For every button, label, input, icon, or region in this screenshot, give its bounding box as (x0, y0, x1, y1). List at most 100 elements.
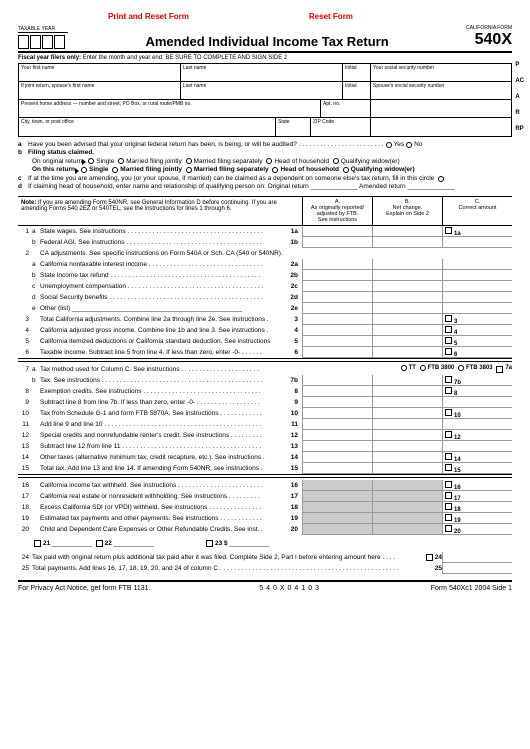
amount-field[interactable] (442, 303, 512, 314)
amount-field[interactable]: 16 (442, 480, 512, 491)
reset-link[interactable]: Reset Form (309, 12, 353, 21)
checkbox-icon[interactable] (445, 326, 452, 333)
amount-field[interactable] (302, 325, 372, 336)
yes-radio[interactable] (386, 142, 392, 148)
amount-field[interactable] (372, 419, 442, 430)
filing-status-radio[interactable] (186, 158, 192, 164)
amount-field[interactable] (302, 463, 372, 474)
zip-field[interactable]: ZIP Code (311, 118, 371, 136)
amount-field[interactable]: 4 (442, 325, 512, 336)
amount-field[interactable] (302, 430, 372, 441)
checkbox-icon[interactable] (445, 525, 452, 532)
amount-field[interactable] (302, 408, 372, 419)
amount-field[interactable]: 10 (442, 408, 512, 419)
checkbox-icon[interactable] (445, 503, 452, 510)
checkbox-icon[interactable] (445, 227, 452, 234)
amount-field[interactable] (372, 270, 442, 281)
amount-field[interactable] (302, 375, 372, 386)
amount-field[interactable] (302, 452, 372, 463)
amount-field[interactable] (302, 386, 372, 397)
spouse-initial-field[interactable]: Initial (343, 82, 371, 99)
checkbox-icon[interactable] (445, 431, 452, 438)
year-digit[interactable] (42, 35, 53, 49)
filing-status-radio[interactable] (266, 158, 272, 164)
amount-field[interactable]: 6 (442, 347, 512, 358)
amount-field[interactable] (442, 397, 512, 408)
filing-status-radio[interactable] (88, 158, 94, 164)
amount-field[interactable] (302, 347, 372, 358)
filing-status-radio[interactable] (272, 167, 278, 173)
amount-field[interactable] (302, 397, 372, 408)
ssn-field[interactable]: Your social security number (371, 64, 511, 81)
spouse-first-name-field[interactable]: If joint return, spouse's first name (19, 82, 181, 99)
filing-status-radio[interactable] (118, 158, 124, 164)
amount-field[interactable] (442, 419, 512, 430)
amount-field[interactable] (372, 375, 442, 386)
amount-field[interactable] (372, 441, 442, 452)
checkbox-icon[interactable] (445, 337, 452, 344)
amount-field[interactable]: 1a (442, 226, 512, 237)
amount-field[interactable] (372, 314, 442, 325)
no-radio[interactable] (406, 142, 412, 148)
year-digit[interactable] (18, 35, 29, 49)
city-field[interactable]: City, town, or post office (19, 118, 276, 136)
amount-field[interactable] (302, 441, 372, 452)
amount-field[interactable] (302, 314, 372, 325)
amount-field[interactable] (302, 292, 372, 303)
amount-field[interactable] (302, 336, 372, 347)
filing-status-radio[interactable] (333, 158, 339, 164)
checkbox-icon[interactable] (445, 492, 452, 499)
amount-field[interactable] (442, 563, 512, 574)
filing-status-radio[interactable] (343, 167, 349, 173)
last-name-field[interactable]: Last name (181, 64, 343, 81)
initial-field[interactable]: Initial (343, 64, 371, 81)
checkbox-icon[interactable] (426, 554, 433, 561)
checkbox-icon[interactable] (445, 453, 452, 460)
amount-field[interactable] (372, 336, 442, 347)
checkbox-icon[interactable] (445, 315, 452, 322)
amount-field[interactable] (372, 386, 442, 397)
box-22[interactable] (96, 540, 103, 547)
checkbox-icon[interactable] (445, 514, 452, 521)
checkbox-icon[interactable] (445, 409, 452, 416)
amount-field[interactable] (372, 325, 442, 336)
apt-field[interactable]: Apt. no. (321, 100, 371, 117)
checkbox-icon[interactable] (445, 481, 452, 488)
amount-field[interactable]: 14 (442, 452, 512, 463)
amount-field[interactable] (372, 397, 442, 408)
amount-field[interactable]: 18 (442, 502, 512, 513)
amount-field[interactable] (372, 408, 442, 419)
filing-status-radio[interactable] (186, 167, 192, 173)
checkbox-icon[interactable] (445, 387, 452, 394)
amount-field[interactable] (442, 441, 512, 452)
amount-field[interactable] (442, 270, 512, 281)
amount-field[interactable] (372, 452, 442, 463)
amount-field[interactable]: 12 (442, 430, 512, 441)
state-field[interactable]: State (276, 118, 311, 136)
amount-field[interactable]: 7b (442, 375, 512, 386)
ftb3803-radio[interactable] (458, 365, 464, 371)
checkbox-icon[interactable] (445, 348, 452, 355)
year-digit[interactable] (30, 35, 41, 49)
amount-field[interactable]: 3 (442, 314, 512, 325)
amount-field[interactable]: 19 (442, 513, 512, 524)
amount-field[interactable] (302, 270, 372, 281)
year-digit[interactable] (54, 35, 65, 49)
address-field[interactable]: Present home address — number and street… (19, 100, 321, 117)
amount-field[interactable] (442, 292, 512, 303)
amount-field[interactable] (372, 463, 442, 474)
amount-field[interactable] (442, 552, 512, 563)
amount-field[interactable] (302, 237, 372, 248)
print-reset-link[interactable]: Print and Reset Form (108, 12, 189, 21)
amount-field[interactable] (372, 430, 442, 441)
amount-field[interactable] (302, 281, 372, 292)
amount-field[interactable]: 15 (442, 463, 512, 474)
amount-field[interactable] (302, 259, 372, 270)
checkbox-icon[interactable] (445, 464, 452, 471)
amount-field[interactable]: 8 (442, 386, 512, 397)
first-name-field[interactable]: Your first name (19, 64, 181, 81)
amount-field[interactable] (372, 226, 442, 237)
checkbox-icon[interactable] (445, 376, 452, 383)
amount-field[interactable] (302, 303, 372, 314)
amount-field[interactable] (372, 281, 442, 292)
